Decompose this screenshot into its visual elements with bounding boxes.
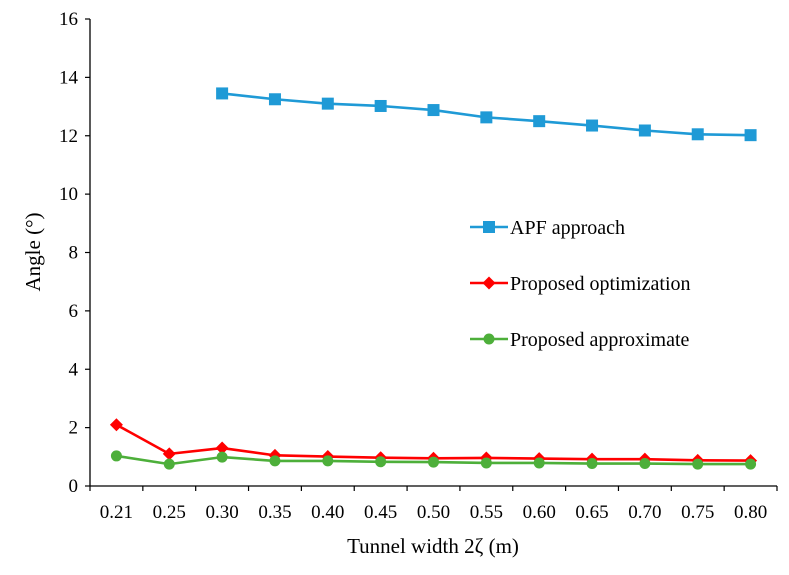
y-tick-label: 4 xyxy=(69,359,79,380)
data-point xyxy=(322,455,334,467)
y-tick-label: 2 xyxy=(69,418,79,439)
data-point xyxy=(268,93,281,106)
data-point xyxy=(586,119,599,132)
x-tick-label: 0.50 xyxy=(417,502,450,523)
x-tick-label: 0.25 xyxy=(153,502,186,523)
data-point xyxy=(533,115,546,128)
y-tick-label: 10 xyxy=(59,184,78,205)
data-point xyxy=(428,456,439,468)
axes-layer xyxy=(89,19,777,487)
legend-item: Proposed approximate xyxy=(470,329,690,351)
data-point xyxy=(639,458,651,470)
data-point xyxy=(110,450,122,462)
y-tick-label: 0 xyxy=(69,476,79,497)
series-0 xyxy=(216,87,757,142)
x-tick-label: 0.55 xyxy=(470,502,503,523)
x-tick-label: 0.65 xyxy=(575,502,608,523)
data-point xyxy=(215,441,229,455)
y-axis-title: Angle (°) xyxy=(21,213,45,292)
legend-label: Proposed approximate xyxy=(510,329,690,351)
data-point xyxy=(269,455,281,467)
series-2 xyxy=(110,450,757,470)
x-tick-label: 0.45 xyxy=(364,502,397,523)
y-tick-label: 16 xyxy=(59,9,78,30)
legend: APF approach Proposed optimization Propose… xyxy=(470,217,691,351)
data-point xyxy=(163,458,175,470)
x-tick-label: 0.40 xyxy=(311,502,344,523)
ticks-layer: 0 2 4 6 8 10 12 14 16 0.21 0.25 0.30 0.35 0.40 0.45 0.5… xyxy=(59,9,778,523)
data-point xyxy=(480,111,493,124)
legend-swatch-marker xyxy=(483,333,495,345)
data-point xyxy=(480,457,492,469)
legend-swatch-marker xyxy=(483,221,495,233)
data-point xyxy=(692,458,704,470)
data-point xyxy=(533,457,545,469)
legend-label: APF approach xyxy=(510,217,625,239)
x-axis-title: Tunnel width 2ζ (m) xyxy=(347,534,519,558)
x-tick-label: 0.21 xyxy=(100,502,133,523)
legend-item: Proposed optimization xyxy=(470,273,691,295)
x-tick-label: 0.30 xyxy=(205,502,238,523)
data-point xyxy=(586,458,598,470)
data-point xyxy=(321,97,334,110)
data-point xyxy=(216,451,228,463)
x-tick-label: 0.70 xyxy=(628,502,661,523)
data-point xyxy=(374,99,387,112)
y-tick-label: 14 xyxy=(59,67,79,88)
y-tick-label: 8 xyxy=(69,243,79,264)
data-point xyxy=(638,124,651,137)
data-point xyxy=(375,456,387,468)
data-point xyxy=(109,418,123,432)
y-tick-label: 6 xyxy=(69,301,79,322)
legend-item: APF approach xyxy=(470,217,625,239)
data-point xyxy=(744,129,757,142)
series-layer xyxy=(109,87,758,470)
legend-swatch-marker xyxy=(482,276,496,290)
x-tick-label: 0.35 xyxy=(258,502,291,523)
x-tick-label: 0.80 xyxy=(734,502,767,523)
y-tick-label: 12 xyxy=(59,126,78,147)
data-point xyxy=(216,87,229,100)
data-point xyxy=(162,447,176,461)
x-tick-label: 0.75 xyxy=(681,502,714,523)
data-point xyxy=(427,104,440,117)
data-point xyxy=(691,128,704,141)
legend-label: Proposed optimization xyxy=(510,273,691,295)
data-point xyxy=(745,458,757,470)
x-tick-label: 0.60 xyxy=(523,502,556,523)
